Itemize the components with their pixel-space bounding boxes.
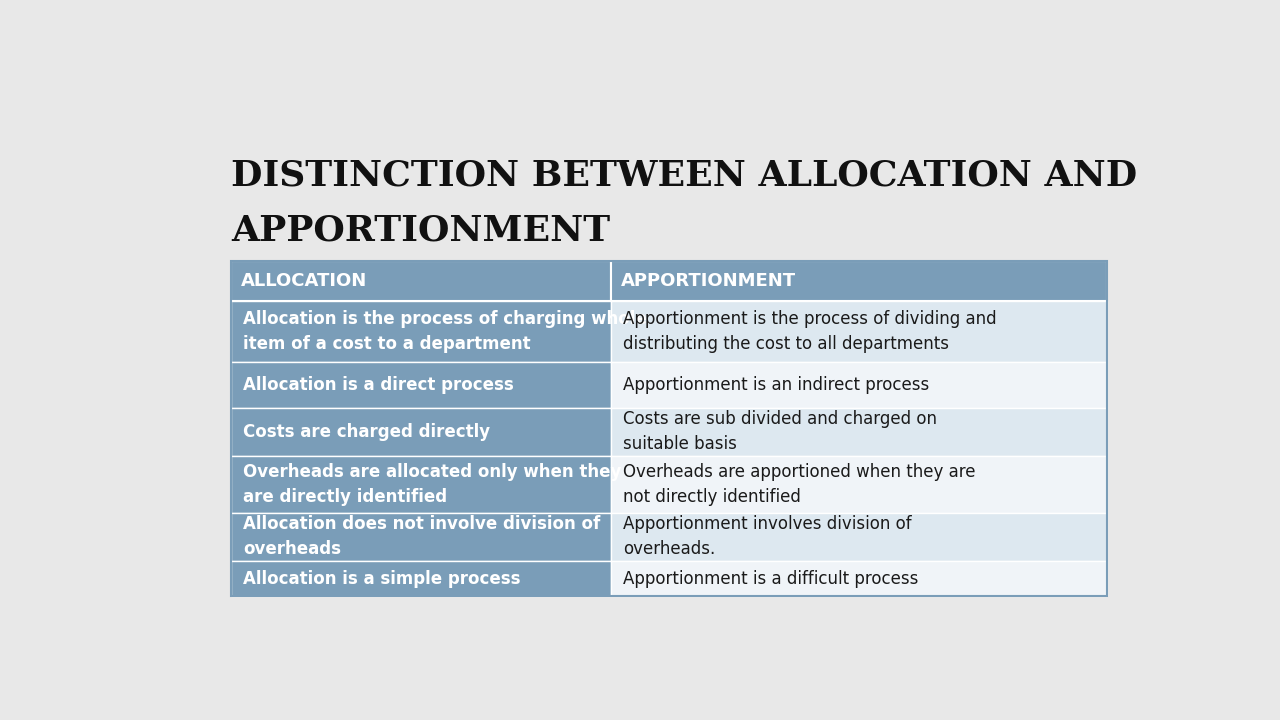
Bar (232, 301, 612, 362)
Bar (232, 456, 612, 513)
Text: ALLOCATION: ALLOCATION (242, 272, 367, 290)
Text: APPORTIONMENT: APPORTIONMENT (232, 214, 611, 248)
Text: APPORTIONMENT: APPORTIONMENT (621, 272, 796, 290)
Text: Apportionment is a difficult process: Apportionment is a difficult process (623, 570, 919, 588)
Text: Apportionment is an indirect process: Apportionment is an indirect process (623, 377, 929, 395)
Bar (232, 362, 612, 408)
Text: Allocation is the process of charging whole
item of a cost to a department: Allocation is the process of charging wh… (243, 310, 648, 354)
Text: Overheads are apportioned when they are
not directly identified: Overheads are apportioned when they are … (623, 463, 975, 506)
Text: Costs are sub divided and charged on
suitable basis: Costs are sub divided and charged on sui… (623, 410, 937, 454)
Text: Allocation does not involve division of
overheads: Allocation does not involve division of … (243, 516, 600, 559)
Bar (232, 261, 1107, 596)
Bar (612, 408, 1107, 456)
Bar (232, 561, 612, 596)
Text: DISTINCTION BETWEEN ALLOCATION AND: DISTINCTION BETWEEN ALLOCATION AND (232, 158, 1138, 192)
Bar (232, 408, 612, 456)
Text: Overheads are allocated only when they
are directly identified: Overheads are allocated only when they a… (243, 463, 622, 506)
Bar (612, 513, 1107, 561)
Text: Allocation is a simple process: Allocation is a simple process (243, 570, 521, 588)
Bar (232, 261, 612, 301)
Text: Apportionment is the process of dividing and
distributing the cost to all depart: Apportionment is the process of dividing… (623, 310, 997, 354)
Bar (612, 301, 1107, 362)
Bar (612, 261, 1107, 301)
Bar (232, 513, 612, 561)
Bar (612, 456, 1107, 513)
Text: Allocation is a direct process: Allocation is a direct process (243, 377, 515, 395)
Text: Costs are charged directly: Costs are charged directly (243, 423, 490, 441)
Bar (612, 561, 1107, 596)
Bar (612, 362, 1107, 408)
Text: Apportionment involves division of
overheads.: Apportionment involves division of overh… (623, 516, 911, 559)
